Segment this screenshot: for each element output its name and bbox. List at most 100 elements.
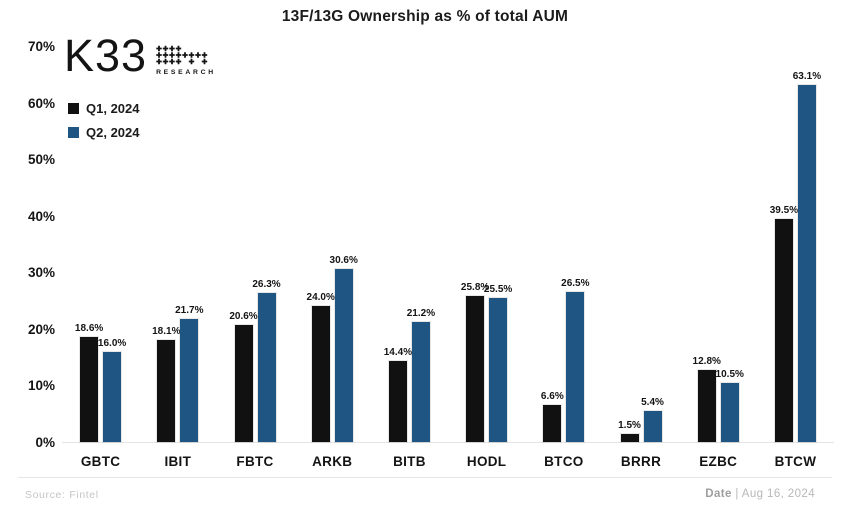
legend-item: Q2, 2024 <box>68 125 140 140</box>
bar-q2-gbtc: 16.0% <box>98 338 126 442</box>
legend-swatch-icon <box>68 127 79 138</box>
y-tick-label: 70% <box>27 39 55 54</box>
bar-q2-fbtc: 26.3% <box>252 279 281 442</box>
bar-q2-btcw: 63.1% <box>793 71 821 442</box>
source-label: Source: <box>25 489 66 501</box>
k33-logo-text: K33 <box>64 30 148 81</box>
category-label: EZBC <box>699 454 738 469</box>
bar-group-gbtc: 18.6% 16.0% GBTC <box>62 47 139 469</box>
legend: Q1, 2024 Q2, 2024 <box>68 101 140 140</box>
bar-q1-fbtc: 20.6% <box>229 311 258 442</box>
bar-group-ezbc: 12.8% 10.5% EZBC <box>680 47 757 469</box>
legend-item: Q1, 2024 <box>68 101 140 116</box>
bar-value-label: 6.6% <box>540 390 564 402</box>
bar-q1-btcw: 39.5% <box>770 205 798 442</box>
plot-area: 18.6% 16.0% GBTC 18.1% 21.7% IBIT 20.6% 26.3% FB… <box>62 47 834 469</box>
bar-fill <box>311 306 330 442</box>
bar-q2-btco: 26.5% <box>561 278 589 442</box>
bar-q1-hodl: 25.8% <box>461 282 489 442</box>
category-label: BRRR <box>620 454 662 469</box>
y-tick-label: 10% <box>27 378 55 394</box>
source-value: Fintel <box>69 489 99 501</box>
bar-group-ibit: 18.1% 21.7% IBIT <box>139 47 216 469</box>
bar-fill <box>797 85 816 442</box>
bar-value-label: 14.4% <box>383 346 413 358</box>
bar-value-label: 10.5% <box>715 368 744 380</box>
bar-group-btco: 6.6% 26.5% BTCO <box>525 47 602 469</box>
bar-q1-ibit: 18.1% <box>152 326 180 442</box>
bar-fill <box>643 411 662 442</box>
y-tick-label: 0% <box>35 435 55 450</box>
bar-q1-arkb: 24.0% <box>307 292 335 442</box>
bar-value-label: 25.5% <box>483 283 513 295</box>
y-tick-label: 20% <box>27 321 55 337</box>
legend-swatch-icon <box>68 103 79 114</box>
bar-value-label: 21.7% <box>175 305 204 317</box>
bar-value-label: 20.6% <box>229 311 258 323</box>
y-axis: 0% 10% 20% 30% 40% 50% 60% 70% <box>0 39 55 450</box>
category-label: BTCO <box>544 454 584 469</box>
bar-group-bitb: 14.4% 21.2% BITB <box>371 47 448 469</box>
bar-fill <box>720 382 739 442</box>
bar-fill <box>234 325 253 442</box>
bar-value-label: 26.3% <box>252 279 281 291</box>
bar-fill <box>103 351 122 442</box>
footer-divider <box>18 477 832 478</box>
bar-fill <box>697 369 716 442</box>
category-label: HODL <box>466 454 507 469</box>
bar-fill <box>774 218 793 442</box>
bar-q2-hodl: 25.5% <box>484 284 512 442</box>
bar-value-label: 21.2% <box>406 308 436 320</box>
bar-value-label: 30.6% <box>329 254 358 266</box>
bar-group-btcw: 39.5% 63.1% BTCW <box>757 47 834 469</box>
category-label: ARKB <box>312 454 353 469</box>
bar-fill <box>489 297 508 442</box>
category-label: IBIT <box>164 454 192 469</box>
bar-value-label: 18.6% <box>74 322 104 334</box>
bar-value-label: 25.8% <box>460 282 490 294</box>
bar-fill <box>257 293 276 442</box>
bar-fill <box>157 339 176 442</box>
k33-logo-subtext: RESEARCH <box>156 69 216 76</box>
bar-group-hodl: 25.8% 25.5% HODL <box>448 47 525 469</box>
date-label: Date <box>705 488 732 500</box>
bar-fill <box>388 360 407 442</box>
bar-fill <box>566 292 585 442</box>
date-separator: | <box>735 488 739 500</box>
bar-fill <box>620 433 639 442</box>
bar-q1-gbtc: 18.6% <box>75 323 103 442</box>
bar-value-label: 16.0% <box>97 337 127 349</box>
date-note: Date | Aug 16, 2024 <box>705 488 815 500</box>
bar-q1-ezbc: 12.8% <box>693 356 721 442</box>
category-label: BTCW <box>774 454 817 469</box>
date-value: Aug 16, 2024 <box>741 488 815 500</box>
bar-group-brrr: 1.5% 5.4% BRRR <box>602 47 679 469</box>
y-tick-label: 30% <box>27 265 55 281</box>
legend-label: Q2, 2024 <box>86 125 140 140</box>
bar-value-label: 5.4% <box>641 397 664 409</box>
bar-q2-brrr: 5.4% <box>641 397 664 442</box>
bar-value-label: 18.1% <box>152 325 181 337</box>
bar-fill <box>466 296 485 442</box>
y-tick-label: 60% <box>27 95 55 111</box>
bar-q2-arkb: 30.6% <box>330 255 358 442</box>
bar-group-arkb: 24.0% 30.6% ARKB <box>294 47 371 469</box>
bar-value-label: 12.8% <box>692 355 721 367</box>
k33-logo: K33 RESEARCH <box>64 33 216 78</box>
k33-logo-mark: RESEARCH <box>156 45 216 76</box>
bar-q1-bitb: 14.4% <box>384 347 412 442</box>
category-label: BITB <box>393 454 426 469</box>
chart-title: 13F/13G Ownership as % of total AUM <box>281 8 569 25</box>
y-tick-label: 40% <box>27 208 55 224</box>
bar-q1-btco: 6.6% <box>541 391 564 442</box>
bar-q2-bitb: 21.2% <box>407 308 435 442</box>
bar-q2-ibit: 21.7% <box>175 305 203 442</box>
bar-q2-ezbc: 10.5% <box>716 369 744 442</box>
legend-label: Q1, 2024 <box>86 101 140 116</box>
y-tick-label: 50% <box>27 152 55 168</box>
bar-fill <box>80 336 99 442</box>
source-note: Source: Fintel <box>25 489 99 501</box>
bar-fill <box>334 268 353 442</box>
bar-fill <box>543 404 562 442</box>
